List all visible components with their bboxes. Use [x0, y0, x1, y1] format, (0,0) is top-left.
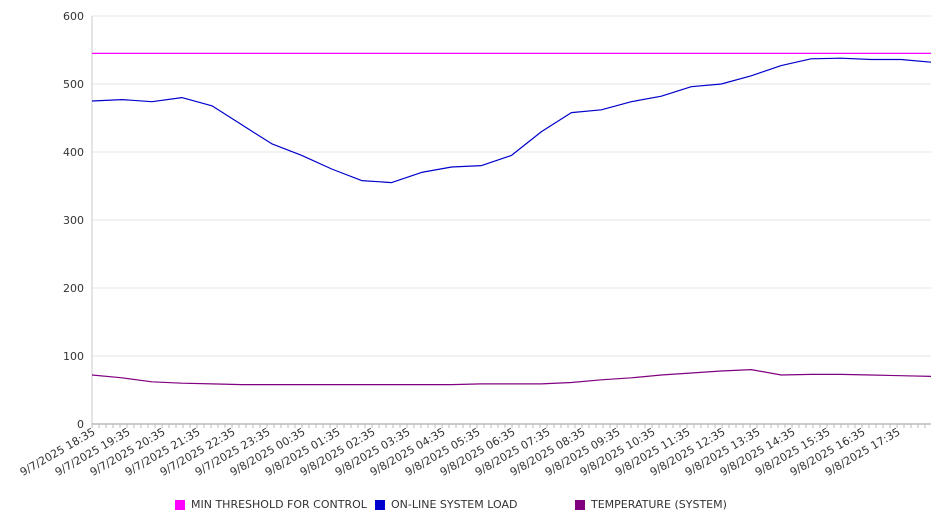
y-tick-label: 200	[63, 282, 84, 295]
legend-swatch-online-system-load	[375, 499, 385, 510]
legend-label-online-system-load: ON-LINE SYSTEM LOAD	[391, 498, 518, 511]
legend: MIN THRESHOLD FOR CONTROL ON-LINE SYSTEM…	[0, 498, 946, 514]
legend-swatch-temperature	[575, 499, 585, 510]
x-tick-labels: 9/7/2025 18:359/7/2025 19:359/7/2025 20:…	[18, 425, 903, 479]
y-tick-label: 400	[63, 146, 84, 159]
series-line-temperature-system	[91, 369, 932, 386]
axes	[91, 16, 931, 428]
legend-label-temperature: TEMPERATURE (SYSTEM)	[591, 498, 727, 511]
y-tick-label: 500	[63, 78, 84, 91]
grid	[92, 15, 931, 425]
legend-swatch-min-threshold	[175, 499, 185, 510]
legend-item-online-system-load[interactable]: ON-LINE SYSTEM LOAD	[375, 498, 517, 511]
series-lines	[91, 52, 932, 386]
y-tick-label: 100	[63, 350, 84, 363]
legend-item-min-threshold[interactable]: MIN THRESHOLD FOR CONTROL	[175, 498, 367, 511]
legend-label-min-threshold: MIN THRESHOLD FOR CONTROL	[191, 498, 367, 511]
series-line-on-line-system-load	[91, 57, 932, 184]
y-tick-label: 600	[63, 10, 84, 23]
y-tick-labels: 0 100 200 300 400 500 600	[63, 10, 84, 431]
legend-item-temperature[interactable]: TEMPERATURE (SYSTEM)	[575, 498, 727, 511]
y-tick-label: 0	[77, 418, 84, 431]
y-tick-label: 300	[63, 214, 84, 227]
